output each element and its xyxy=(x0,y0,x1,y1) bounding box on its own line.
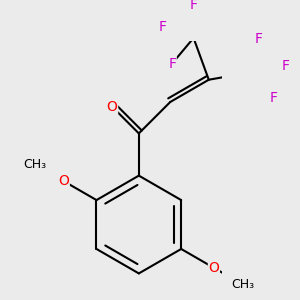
Text: F: F xyxy=(158,20,166,34)
Text: F: F xyxy=(281,59,290,73)
Text: O: O xyxy=(58,174,69,188)
Text: F: F xyxy=(190,0,198,12)
Text: CH₃: CH₃ xyxy=(23,158,46,171)
Text: F: F xyxy=(254,32,262,46)
Text: F: F xyxy=(270,91,278,105)
Text: F: F xyxy=(168,56,176,70)
Text: O: O xyxy=(107,100,118,114)
Text: CH₃: CH₃ xyxy=(231,278,254,291)
Text: O: O xyxy=(208,261,219,275)
